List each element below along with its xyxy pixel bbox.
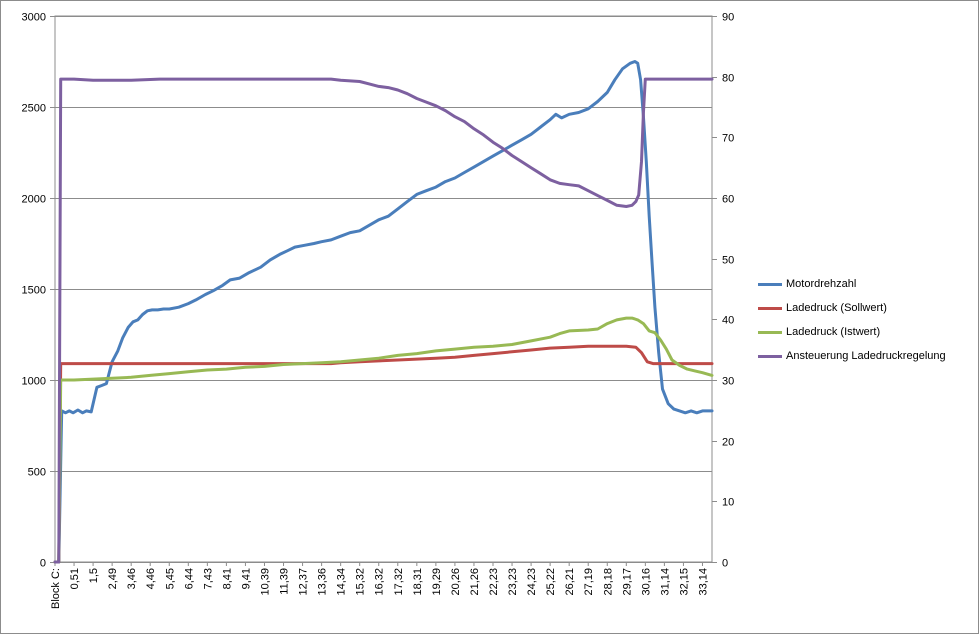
legend-swatch bbox=[758, 330, 782, 334]
y-tick-label: 0 bbox=[40, 558, 46, 570]
y2-tick-label: 40 bbox=[722, 315, 734, 327]
axes bbox=[50, 15, 717, 566]
y2-tick-label: 70 bbox=[722, 133, 734, 145]
series-line-3 bbox=[53, 316, 714, 564]
x-tick-label: 14,34 bbox=[336, 568, 348, 596]
legend-label: Motordrehzahl bbox=[786, 278, 857, 290]
y2-tick-label: 30 bbox=[722, 376, 734, 388]
x-tick-label: 21,26 bbox=[469, 568, 481, 596]
legend-item: Ansteuerung Ladedruckregelung bbox=[758, 344, 973, 368]
x-tick-label: 26,21 bbox=[564, 568, 576, 596]
x-tick-label: 24,23 bbox=[526, 568, 538, 596]
x-tick-label: 25,22 bbox=[545, 568, 557, 596]
x-tick-label: 29,17 bbox=[621, 568, 633, 596]
x-tick-label: 5,45 bbox=[164, 568, 176, 589]
x-tick-label: 23,23 bbox=[507, 568, 519, 596]
y2-tick-label: 10 bbox=[722, 497, 734, 509]
x-tick-label: 0,51 bbox=[69, 568, 81, 589]
legend-label: Ladedruck (Istwert) bbox=[786, 326, 881, 338]
legend-swatch bbox=[758, 306, 782, 310]
y-tick-label: 1000 bbox=[22, 376, 46, 388]
x-tick-label: 15,32 bbox=[355, 568, 367, 596]
legend-item: Ladedruck (Istwert) bbox=[758, 320, 973, 344]
series-line-1 bbox=[53, 60, 714, 564]
y2-tick-label: 60 bbox=[722, 194, 734, 206]
y2-tick-label: 20 bbox=[722, 437, 734, 449]
y-tick-label: 3000 bbox=[22, 12, 46, 24]
x-tick-label: 4,46 bbox=[145, 568, 157, 589]
legend-label: Ansteuerung Ladedruckregelung bbox=[786, 350, 946, 362]
y2-tick-label: 80 bbox=[722, 73, 734, 85]
x-tick-label: 33,14 bbox=[697, 568, 709, 596]
legend-swatch bbox=[758, 282, 782, 286]
x-tick-label: 30,16 bbox=[640, 568, 652, 596]
tick-labels: 0 500 1000 1500 2000 2500 3000 0 10 20 30 40 50 60 70 8… bbox=[22, 12, 735, 609]
x-tick-label: 18,31 bbox=[412, 568, 424, 596]
x-tick-label: 13,36 bbox=[317, 568, 329, 596]
y2-tick-label: 0 bbox=[722, 558, 728, 570]
x-tick-label: 22,23 bbox=[488, 568, 500, 596]
y-tick-label: 1500 bbox=[22, 285, 46, 297]
legend-item: Motordrehzahl bbox=[758, 272, 973, 296]
x-tick-label: 10,39 bbox=[259, 568, 271, 596]
x-tick-label: 6,44 bbox=[183, 568, 195, 589]
x-tick-label: 19,29 bbox=[431, 568, 443, 596]
x-tick-label: 16,32 bbox=[374, 568, 386, 596]
x-tick-label: 3,46 bbox=[126, 568, 138, 589]
y2-tick-label: 50 bbox=[722, 255, 734, 267]
chart-legend: Motordrehzahl Ladedruck (Sollwert) Ladedru… bbox=[758, 272, 973, 368]
legend-swatch bbox=[758, 354, 782, 358]
x-tick-label: Block C: bbox=[50, 568, 62, 609]
x-tick-label: 31,14 bbox=[659, 568, 671, 596]
series-line-4 bbox=[53, 77, 714, 564]
x-tick-label: 12,37 bbox=[298, 568, 310, 596]
y-tick-label: 2500 bbox=[22, 103, 46, 115]
x-tick-label: 27,19 bbox=[583, 568, 595, 596]
series-line-2 bbox=[53, 344, 714, 564]
y2-tick-label: 90 bbox=[722, 12, 734, 24]
legend-label: Ladedruck (Sollwert) bbox=[786, 302, 887, 314]
x-tick-label: 20,26 bbox=[450, 568, 462, 596]
legend-item: Ladedruck (Sollwert) bbox=[758, 296, 973, 320]
y-tick-label: 2000 bbox=[22, 194, 46, 206]
x-tick-label: 2,49 bbox=[107, 568, 119, 589]
x-tick-label: 11,39 bbox=[279, 568, 291, 595]
x-tick-label: 17,32 bbox=[393, 568, 405, 596]
x-tick-label: 28,18 bbox=[602, 568, 614, 596]
y-tick-label: 500 bbox=[28, 467, 46, 479]
x-tick-label: 32,15 bbox=[678, 568, 690, 596]
x-tick-label: 8,41 bbox=[221, 568, 233, 589]
x-tick-label: 1,5 bbox=[88, 568, 100, 583]
series-lines bbox=[53, 60, 714, 564]
x-tick-label: 7,43 bbox=[202, 568, 214, 589]
x-tick-label: 9,41 bbox=[240, 568, 252, 589]
